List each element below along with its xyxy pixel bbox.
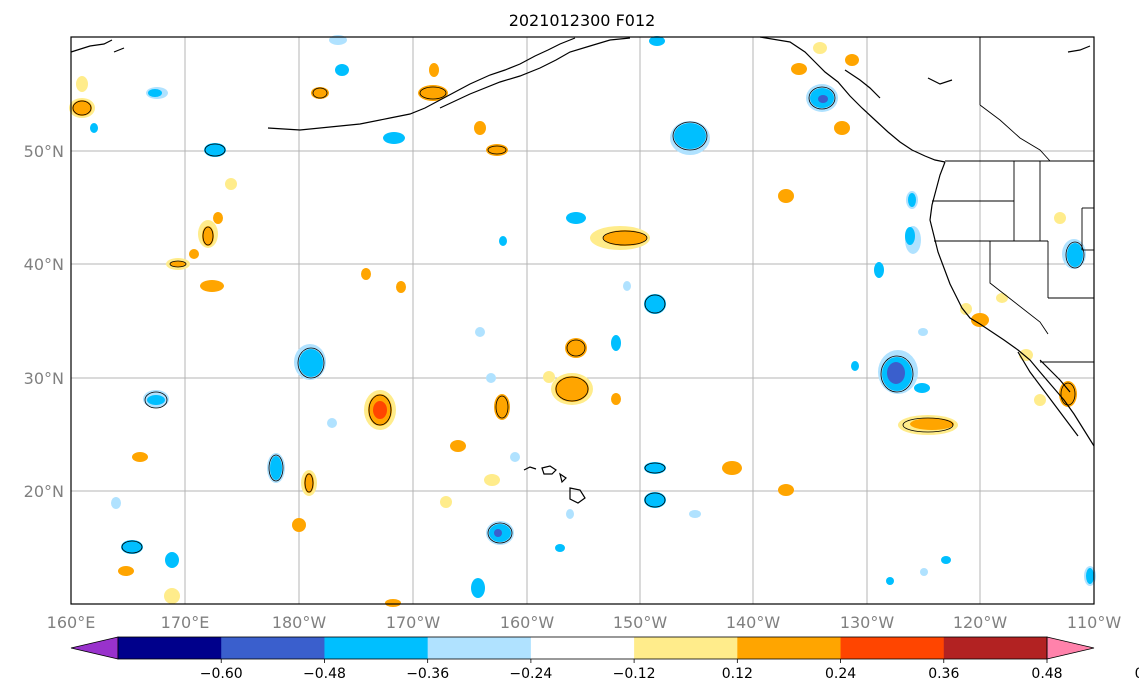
lon-label-160e: 160°E [47, 613, 96, 632]
lon-label-140w: 140°W [726, 613, 781, 632]
lat-label-40n: 40°N [24, 255, 64, 274]
colorbar-tick-label: −0.48 [303, 666, 346, 682]
colorbar-segment [737, 637, 842, 659]
colorbar-tick-label: 0.24 [825, 666, 856, 682]
colorbar-segment [118, 637, 222, 659]
lon-label-170e: 170°E [161, 613, 210, 632]
colorbar-tick-label: 0.12 [722, 666, 753, 682]
lat-label-30n: 30°N [24, 369, 64, 388]
colorbar-segment [943, 637, 1048, 659]
lat-label-20n: 20°N [24, 482, 64, 501]
colorbar: −0.60 −0.48 −0.36 −0.24 −0.12 0.12 0.24 0.36 0.4… [70, 636, 1139, 682]
lon-label-150w: 150°W [613, 613, 668, 632]
colorbar-tick-label: −0.24 [509, 666, 552, 682]
colorbar-tick-label: 0.60 [1135, 666, 1139, 682]
lon-label-130w: 130°W [840, 613, 895, 632]
colorbar-tick-label: 0.48 [1031, 666, 1062, 682]
colorbar-segment [634, 637, 738, 659]
coastlines [70, 36, 1095, 504]
gridlines [71, 37, 1094, 604]
contour-lines [72, 86, 1085, 554]
lat-label-50n: 50°N [24, 142, 64, 161]
lon-label-120w: 120°W [953, 613, 1008, 632]
colorbar-extend-high [1046, 636, 1095, 660]
lon-label-160w: 160°W [500, 613, 555, 632]
latitude-labels: 50°N 40°N 30°N 20°N [24, 142, 64, 501]
colorbar-tick-label: 0.36 [928, 666, 959, 682]
figure-title: 2021012300 F012 [509, 11, 656, 30]
map-panel [69, 35, 1096, 607]
map-frame [70, 36, 1095, 605]
lon-label-180w: 180°W [272, 613, 327, 632]
lon-label-170w: 170°W [386, 613, 441, 632]
colorbar-segment [324, 637, 429, 659]
colorbar-segment [221, 637, 325, 659]
colorbar-segment [840, 637, 945, 659]
colorbar-tick-label: −0.60 [200, 666, 243, 682]
colorbar-segment [427, 637, 532, 659]
lon-label-110w: 110°W [1067, 613, 1122, 632]
colorbar-segment [530, 637, 635, 659]
borders [932, 37, 1094, 363]
colorbar-tick-label: −0.12 [613, 666, 656, 682]
map-background [71, 37, 1094, 604]
colorbar-frame [117, 636, 1048, 660]
longitude-labels: 160°E 170°E 180°W 170°W 160°W 150°W 140°… [47, 613, 1122, 632]
colorbar-extend-low [70, 636, 119, 660]
colorbar-tick-label: −0.36 [406, 666, 449, 682]
